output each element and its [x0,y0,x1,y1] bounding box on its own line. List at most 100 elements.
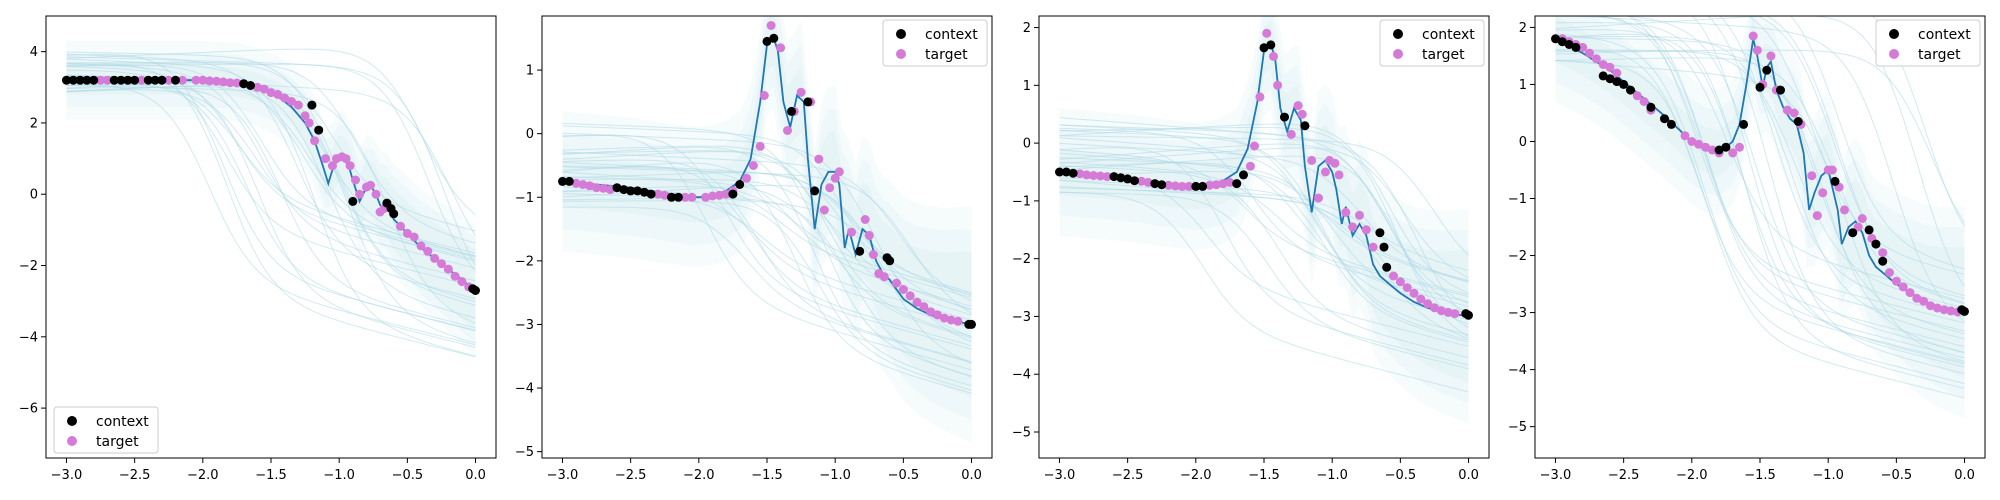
y-tick-label: 1 [526,64,534,79]
target-point [304,118,314,128]
context-point [1191,181,1201,191]
target-point [1250,141,1259,151]
sample-function-line [1790,16,1965,270]
target-point [1255,92,1265,102]
x-tick-label: −1.0 [819,468,851,483]
y-tick-label: 0 [1023,137,1031,152]
target-point [748,161,758,170]
uncertainty-band [1059,16,1469,404]
target-point [1286,129,1296,139]
uncertainty-band [1059,20,1469,383]
target-point [1728,148,1738,158]
context-point [1793,117,1803,126]
target-point [1912,293,1922,303]
target-point [1436,306,1446,316]
legend-marker-context [1393,29,1403,39]
x-tick-label: −1.0 [323,468,355,483]
target-point [892,278,901,288]
legend-box [882,19,988,67]
legend-box [1379,19,1485,67]
x-tick-label: −1.5 [1744,468,1776,483]
sample-function-line [1555,60,1965,399]
context-point [1551,34,1560,44]
target-point [198,75,208,85]
target-point [1591,54,1601,64]
target-point [293,100,303,110]
target-point [687,192,697,202]
y-tick-label: 2 [30,116,38,131]
legend-marker-context [67,416,77,426]
plot-background [542,16,992,458]
target-point [847,227,856,237]
context-point [1571,42,1581,52]
uncertainty-band [1555,16,1965,379]
target-point [1707,145,1717,155]
target-point [430,253,440,263]
subplot-2: −3.0 −2.5 −2.0 −1.5 −1.0 −0.5 0.0 −5 −4 −3 −2 −1 0 1… [515,15,993,483]
sample-function-line [562,146,972,387]
sample-function-line [562,134,972,371]
target-point [366,180,375,190]
target-point [1205,180,1214,190]
target-point [868,250,878,259]
target-point [1898,282,1908,292]
x-tick-label: −1.0 [1812,468,1844,483]
target-point [912,297,922,307]
sample-function-line [1059,161,1469,296]
legend-label-target: target [925,47,968,63]
target-point [1136,176,1146,186]
x-axis: −3.0 −2.5 −2.0 −1.5 −1.0 −0.5 0.0 [547,458,982,483]
y-tick-label: 2 [1519,21,1527,36]
context-point [130,75,140,85]
sample-function-line [1596,16,1965,332]
legend-label-context: context [96,414,149,430]
context-point [1721,142,1731,152]
context-point [150,75,160,85]
x-tick-label: −2.5 [1608,468,1640,483]
context-point [109,75,119,85]
y-tick-label: 0 [1519,135,1527,150]
target-point [759,91,769,100]
target-point [1752,45,1762,55]
context-point [1157,180,1167,190]
sample-function-line [1059,162,1469,307]
target-point [939,313,949,323]
sample-function-line [1059,191,1469,393]
y-tick-label: −1 [1508,192,1527,207]
y-tick-label: −4 [19,330,38,345]
context-point [735,180,745,189]
y-tick-label: 2 [1023,21,1031,36]
target-point [177,75,187,85]
context-point [1864,225,1874,235]
target-point [1170,181,1180,191]
target-point [701,192,711,202]
target-point [1840,205,1849,215]
context-point [639,187,649,197]
target-point [1211,180,1221,190]
sample-function-line [562,200,972,391]
target-point [1416,294,1426,304]
target-point [1701,142,1710,152]
target-point [345,161,355,171]
target-point [1225,177,1235,187]
context-point [171,75,180,85]
target-point [1307,155,1317,165]
target-point [1273,80,1283,90]
target-points [571,21,963,326]
target-point [830,173,840,183]
target-point [1687,137,1697,146]
context-point [612,183,622,193]
target-point [585,181,595,191]
target-point [1409,288,1419,298]
context-point [116,75,126,85]
context-point [389,209,399,219]
target-point [1430,303,1439,313]
context-point [762,36,772,46]
context-point [1762,65,1772,75]
legend-label-target: target [1422,47,1465,63]
context-point [646,189,656,199]
target-point [1269,51,1278,61]
legend-box [1875,19,1981,67]
target-point [680,192,690,202]
context-point [68,75,78,85]
